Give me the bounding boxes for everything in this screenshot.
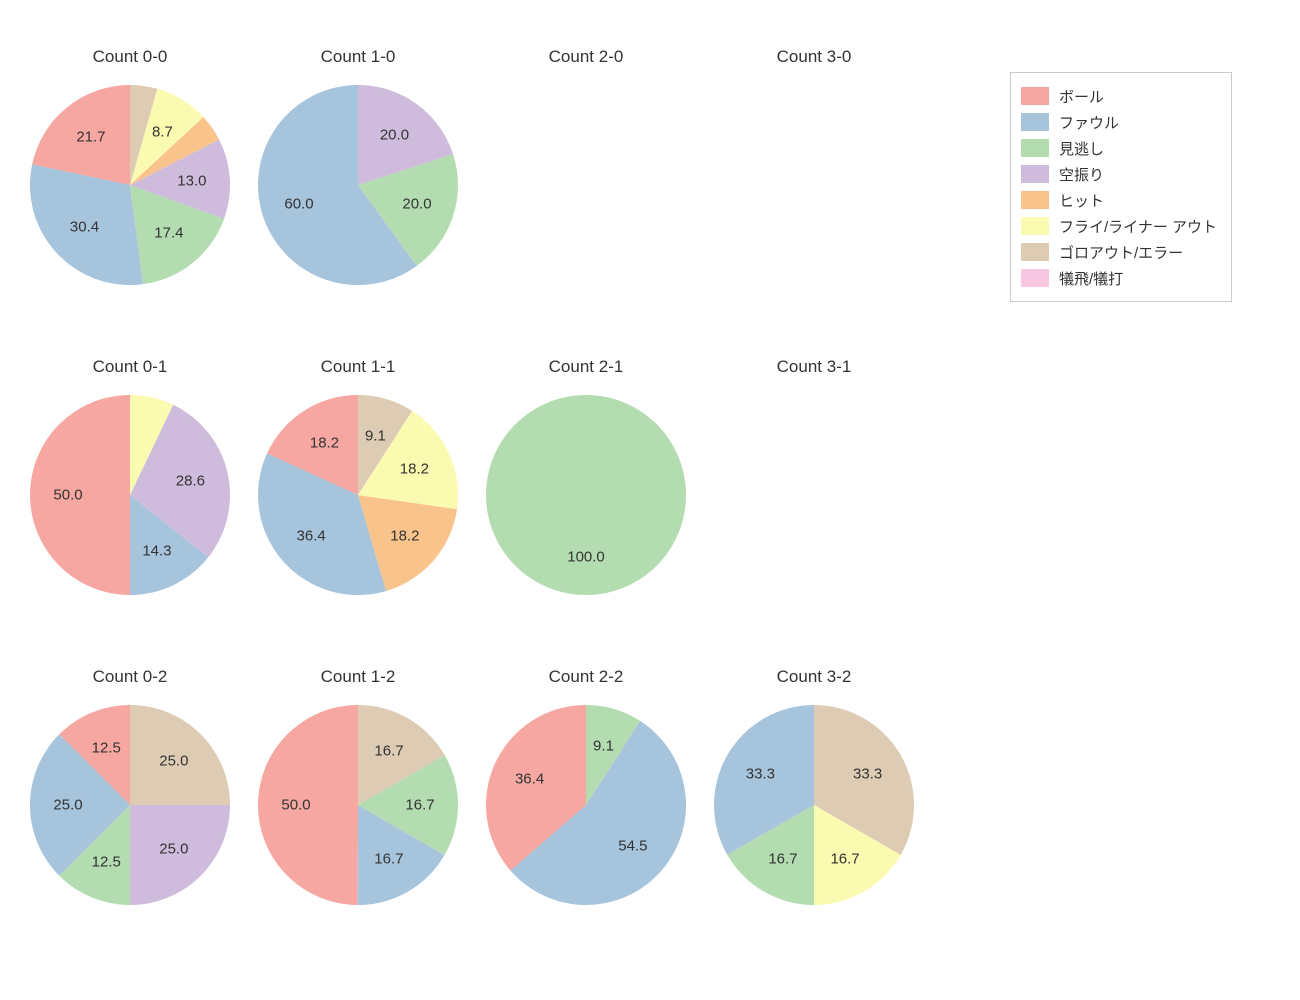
- chart-title: Count 2-2: [481, 667, 691, 687]
- slice-label: 28.6: [176, 473, 205, 490]
- slice-label: 18.2: [310, 434, 339, 451]
- slice-label: 12.5: [92, 854, 121, 871]
- chart-canvas: ボールファウル見逃し空振りヒットフライ/ライナー アウトゴロアウト/エラー犠飛/…: [0, 0, 1300, 1000]
- slice-label: 36.4: [297, 527, 326, 544]
- pie-svg: [253, 75, 463, 295]
- legend-swatch: [1021, 113, 1049, 131]
- slice-label: 12.5: [92, 739, 121, 756]
- legend-item: 犠飛/犠打: [1021, 265, 1217, 291]
- slice-label: 16.7: [374, 850, 403, 867]
- legend-swatch: [1021, 139, 1049, 157]
- chart-title: Count 1-2: [253, 667, 463, 687]
- pie-svg: [253, 385, 463, 605]
- legend-label: ボール: [1059, 86, 1104, 107]
- slice-label: 8.7: [152, 124, 173, 141]
- legend-swatch: [1021, 165, 1049, 183]
- legend-item: ゴロアウト/エラー: [1021, 239, 1217, 265]
- chart-title: Count 3-2: [709, 667, 919, 687]
- slice-label: 60.0: [284, 196, 313, 213]
- legend-swatch: [1021, 243, 1049, 261]
- slice-label: 9.1: [365, 427, 386, 444]
- chart-title: Count 2-1: [481, 357, 691, 377]
- pie-chart-c32: Count 3-233.316.716.733.3: [709, 695, 919, 905]
- legend-label: ゴロアウト/エラー: [1059, 242, 1183, 263]
- slice-label: 18.2: [400, 461, 429, 478]
- pie-chart-c22: Count 2-236.454.59.1: [481, 695, 691, 905]
- pie-chart-c11: Count 1-118.236.418.218.29.1: [253, 385, 463, 595]
- legend-label: 空振り: [1059, 164, 1104, 185]
- slice-label: 16.7: [830, 850, 859, 867]
- pie-svg: [481, 695, 691, 915]
- legend-swatch: [1021, 217, 1049, 235]
- legend-swatch: [1021, 87, 1049, 105]
- pie-chart-c21: Count 2-1100.0: [481, 385, 691, 595]
- pie-chart-c12: Count 1-250.016.716.716.7: [253, 695, 463, 905]
- slice-label: 54.5: [618, 837, 647, 854]
- slice-label: 100.0: [567, 549, 605, 566]
- pie-svg: [481, 385, 691, 605]
- slice-label: 20.0: [380, 126, 409, 143]
- legend-item: 空振り: [1021, 161, 1217, 187]
- chart-title: Count 0-0: [25, 47, 235, 67]
- chart-title: Count 1-0: [253, 47, 463, 67]
- pie-chart-c20: Count 2-0: [481, 75, 691, 285]
- pie-chart-c10: Count 1-060.020.020.0: [253, 75, 463, 285]
- chart-title: Count 2-0: [481, 47, 691, 67]
- legend-label: フライ/ライナー アウト: [1059, 216, 1217, 237]
- pie-chart-c31: Count 3-1: [709, 385, 919, 595]
- pie-chart-c02: Count 0-212.525.012.525.025.0: [25, 695, 235, 905]
- slice-label: 33.3: [746, 765, 775, 782]
- pie-chart-c30: Count 3-0: [709, 75, 919, 285]
- slice-label: 50.0: [281, 796, 310, 813]
- legend: ボールファウル見逃し空振りヒットフライ/ライナー アウトゴロアウト/エラー犠飛/…: [1010, 72, 1232, 302]
- legend-label: 犠飛/犠打: [1059, 268, 1123, 289]
- chart-title: Count 3-0: [709, 47, 919, 67]
- slice-label: 18.2: [390, 527, 419, 544]
- slice-label: 25.0: [159, 840, 188, 857]
- slice-label: 50.0: [53, 487, 82, 504]
- legend-label: ヒット: [1059, 190, 1104, 211]
- legend-swatch: [1021, 269, 1049, 287]
- slice-label: 21.7: [76, 128, 105, 145]
- slice-label: 14.3: [142, 542, 171, 559]
- legend-item: ヒット: [1021, 187, 1217, 213]
- slice-label: 9.1: [593, 737, 614, 754]
- legend-item: フライ/ライナー アウト: [1021, 213, 1217, 239]
- chart-title: Count 0-2: [25, 667, 235, 687]
- slice-label: 16.7: [768, 850, 797, 867]
- slice-label: 16.7: [374, 743, 403, 760]
- slice-label: 13.0: [177, 173, 206, 190]
- slice-label: 25.0: [159, 753, 188, 770]
- pie-chart-c01: Count 0-150.014.328.6: [25, 385, 235, 595]
- slice-label: 30.4: [70, 219, 99, 236]
- legend-item: 見逃し: [1021, 135, 1217, 161]
- chart-title: Count 3-1: [709, 357, 919, 377]
- legend-item: ファウル: [1021, 109, 1217, 135]
- legend-item: ボール: [1021, 83, 1217, 109]
- legend-label: 見逃し: [1059, 138, 1104, 159]
- slice-label: 16.7: [405, 797, 434, 814]
- legend-swatch: [1021, 191, 1049, 209]
- pie-chart-c00: Count 0-021.730.417.413.08.7: [25, 75, 235, 285]
- legend-label: ファウル: [1059, 112, 1119, 133]
- pie-svg: [709, 695, 919, 915]
- chart-title: Count 0-1: [25, 357, 235, 377]
- slice-label: 17.4: [154, 225, 183, 242]
- chart-title: Count 1-1: [253, 357, 463, 377]
- slice-label: 33.3: [853, 765, 882, 782]
- slice-label: 20.0: [402, 196, 431, 213]
- slice-label: 25.0: [53, 797, 82, 814]
- slice-label: 36.4: [515, 771, 544, 788]
